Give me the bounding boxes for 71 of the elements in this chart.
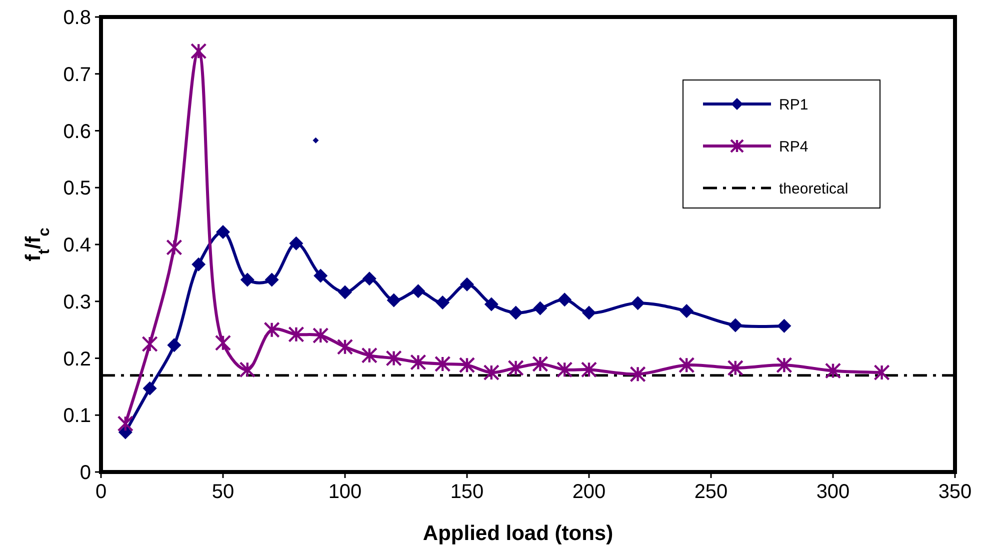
point	[142, 336, 158, 352]
point	[192, 257, 206, 272]
point	[361, 347, 378, 364]
point	[680, 304, 694, 318]
point	[312, 137, 319, 144]
point	[508, 360, 524, 376]
y-tick-label: 0.8	[63, 7, 91, 29]
x-tick-label: 150	[450, 481, 484, 503]
point	[166, 239, 182, 256]
point	[362, 272, 376, 286]
point	[239, 362, 256, 378]
point	[216, 224, 230, 239]
point	[264, 322, 280, 338]
x-tick-label: 200	[572, 481, 606, 503]
x-tick-label: 350	[938, 481, 972, 503]
point	[386, 350, 402, 366]
y-tick-label: 0.2	[63, 348, 91, 370]
point	[532, 356, 548, 372]
point	[777, 318, 792, 333]
point	[533, 301, 548, 316]
point	[411, 284, 426, 298]
legend-label: theoretical	[779, 180, 848, 198]
point	[142, 381, 157, 396]
x-axis-title: Applied load (tons)	[422, 522, 614, 545]
point	[874, 364, 890, 381]
x-tick-label: 250	[694, 481, 728, 503]
y-tick-label: 0.3	[63, 291, 91, 314]
point	[484, 297, 498, 312]
point	[264, 272, 279, 287]
point	[336, 338, 354, 355]
legend-label: RP4	[779, 138, 808, 156]
point	[458, 356, 476, 374]
point	[338, 285, 352, 300]
point	[289, 236, 304, 250]
point	[727, 360, 744, 376]
point	[240, 272, 254, 287]
x-tick-label: 100	[328, 481, 362, 503]
point	[434, 356, 451, 372]
y-tick-label: 0	[80, 462, 91, 484]
point	[508, 306, 523, 320]
y-tick-label: 0.7	[63, 64, 91, 86]
x-tick-label: 0	[95, 481, 107, 503]
point	[436, 296, 450, 310]
point	[580, 362, 598, 378]
x-tick-label: 300	[816, 481, 850, 503]
point	[630, 366, 646, 382]
point	[824, 362, 842, 379]
point	[312, 327, 329, 344]
point	[558, 292, 572, 307]
point	[190, 43, 207, 60]
y-tick-label: 0.1	[63, 405, 91, 428]
point	[314, 268, 328, 283]
point	[776, 356, 792, 374]
point	[386, 293, 401, 308]
point	[728, 318, 742, 332]
point	[582, 306, 596, 320]
y-tick-label: 0.5	[63, 178, 91, 200]
point	[117, 416, 134, 432]
point	[410, 354, 426, 370]
point	[556, 362, 573, 378]
point	[167, 338, 182, 352]
legend-label: RP1	[779, 96, 808, 114]
point	[288, 326, 304, 342]
point	[630, 296, 645, 310]
point	[483, 364, 500, 381]
y-tick-label: 0.6	[63, 120, 91, 143]
point	[214, 334, 232, 351]
point	[678, 356, 695, 374]
x-tick-label: 50	[212, 481, 234, 503]
point	[460, 277, 474, 292]
y-tick-label: 0.4	[63, 234, 91, 256]
